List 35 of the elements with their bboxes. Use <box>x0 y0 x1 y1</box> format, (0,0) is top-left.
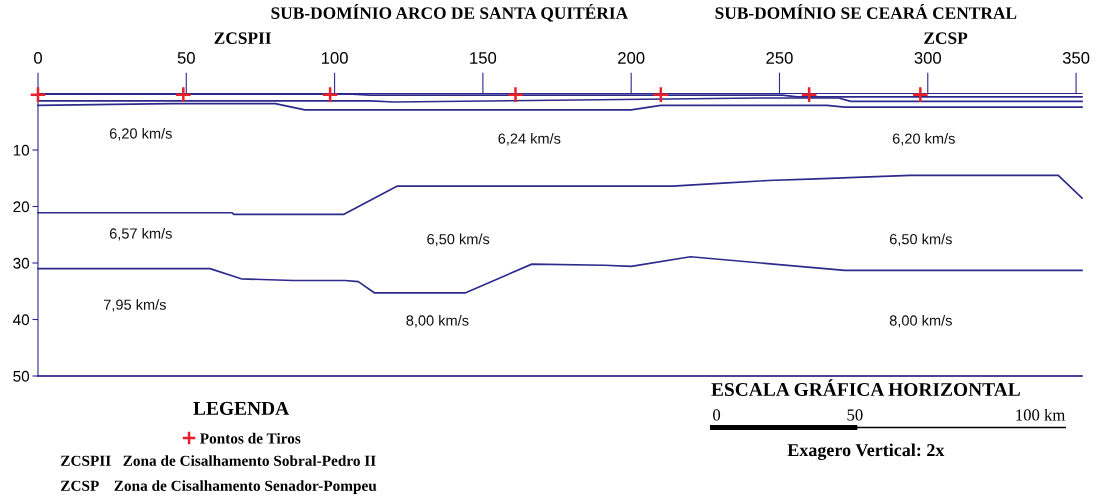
text: 50 <box>847 409 863 421</box>
y-tick-label: 10 <box>13 144 30 156</box>
text: ZCSP <box>924 32 968 44</box>
text: SUB-DOMÍNIO ARCO DE SANTA QUITÉRIA <box>271 3 629 22</box>
legend-title: LEGENDA <box>193 401 290 415</box>
annotation: 6,20 km/s <box>109 127 172 141</box>
text: ZCSP Zona de Cisalhamento Senador-Pompeu <box>61 480 377 494</box>
text: 100 km <box>1016 408 1066 421</box>
annotation: 6,50 km/s <box>427 233 490 247</box>
x-tick-label: 50 <box>177 52 195 64</box>
annotation: 7,95 km/s <box>104 299 166 312</box>
annotation: 8,00 km/s <box>889 314 952 328</box>
annotation: 6,57 km/s <box>109 227 172 241</box>
annotation: 8,00 km/s <box>406 314 469 328</box>
x-tick-label: 350 <box>1062 52 1090 64</box>
y-tick-label: 20 <box>13 201 30 213</box>
text: ZCSPII <box>214 32 272 44</box>
x-tick-label: 250 <box>766 52 793 64</box>
annotation: 6,50 km/s <box>889 233 952 247</box>
y-tick-label: 40 <box>13 314 30 326</box>
text: 0 <box>713 409 721 421</box>
x-tick-label: 150 <box>470 52 497 64</box>
x-tick-label: 300 <box>914 52 942 64</box>
text: Exagero Vertical: 2x <box>787 443 945 460</box>
annotation: 6,20 km/s <box>892 133 955 146</box>
text: SUB-DOMÍNIO SE CEARÁ CENTRAL <box>715 3 1017 19</box>
text: ZCSPII Zona de Cisalhamento Sobral-Pedro II <box>61 455 376 466</box>
annotation: 6,24 km/s <box>498 133 561 146</box>
text: ESCALA GRÁFICA HORIZONTAL <box>711 379 1020 397</box>
legend-label: Pontos de Tiros <box>200 432 301 444</box>
x-tick-label: 200 <box>618 52 645 64</box>
x-tick-label: 0 <box>34 52 42 64</box>
y-tick-label: 30 <box>13 257 30 269</box>
x-tick-label: 100 <box>321 52 348 64</box>
y-tick-label: 50 <box>13 370 30 382</box>
